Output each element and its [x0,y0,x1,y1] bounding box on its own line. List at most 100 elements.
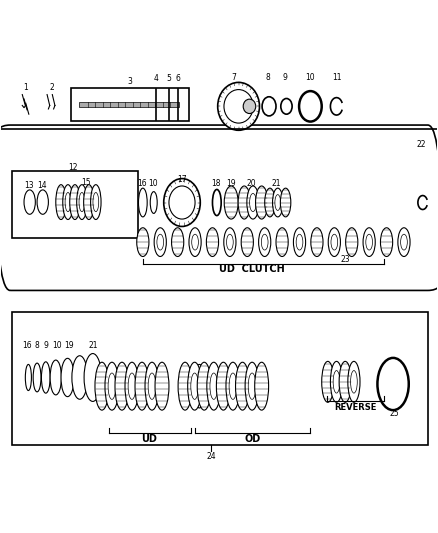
Ellipse shape [197,362,211,410]
Ellipse shape [192,234,198,250]
Text: 14: 14 [38,181,47,190]
Text: 11: 11 [332,72,341,82]
Text: 24: 24 [206,452,216,461]
Ellipse shape [275,195,281,211]
Ellipse shape [238,186,251,219]
Ellipse shape [125,362,139,410]
Ellipse shape [229,373,237,399]
Ellipse shape [299,91,322,122]
Text: 3: 3 [127,77,132,86]
Text: 23: 23 [340,255,350,264]
Ellipse shape [245,362,259,410]
Ellipse shape [226,362,240,410]
Ellipse shape [169,186,195,219]
Ellipse shape [311,228,323,256]
Ellipse shape [216,362,230,410]
Ellipse shape [145,362,159,410]
Text: REVERSE: REVERSE [335,402,377,411]
Ellipse shape [381,228,392,256]
Text: 13: 13 [25,181,34,190]
Ellipse shape [84,184,94,220]
Ellipse shape [77,184,87,220]
Ellipse shape [33,363,41,392]
Ellipse shape [276,228,288,256]
Ellipse shape [348,361,360,402]
Ellipse shape [128,373,136,399]
Text: 16: 16 [22,341,32,350]
Ellipse shape [250,193,256,212]
Text: 19: 19 [226,179,236,188]
Text: 9: 9 [283,72,288,82]
Ellipse shape [350,370,357,393]
Ellipse shape [24,190,35,214]
Ellipse shape [138,188,147,217]
Text: UD: UD [141,434,157,445]
Ellipse shape [218,83,259,130]
Text: 10: 10 [148,179,158,188]
Ellipse shape [42,362,50,393]
Text: 22: 22 [417,140,426,149]
Text: 16: 16 [137,179,146,188]
Ellipse shape [70,184,80,220]
Ellipse shape [115,362,129,410]
Text: 25: 25 [389,409,399,418]
Ellipse shape [187,362,201,410]
Text: 8: 8 [266,72,271,82]
Ellipse shape [241,228,253,256]
Ellipse shape [322,361,334,402]
Text: UD  CLUTCH: UD CLUTCH [219,264,285,274]
Ellipse shape [37,190,48,214]
Text: 12: 12 [68,163,78,172]
Text: 17: 17 [177,175,187,184]
Text: 15: 15 [81,177,91,187]
Text: 9: 9 [44,341,49,350]
Ellipse shape [207,362,221,410]
Ellipse shape [84,353,102,401]
Text: 19: 19 [64,341,74,350]
Ellipse shape [333,370,340,393]
Ellipse shape [265,188,275,217]
Ellipse shape [172,228,184,256]
Ellipse shape [191,373,198,399]
Ellipse shape [243,99,256,114]
Ellipse shape [398,228,410,256]
Ellipse shape [93,192,99,212]
Ellipse shape [193,365,205,408]
Ellipse shape [258,228,271,256]
Ellipse shape [178,362,192,410]
Ellipse shape [255,186,268,219]
Text: 6: 6 [175,74,180,83]
Ellipse shape [148,373,156,399]
Ellipse shape [135,362,149,410]
Ellipse shape [212,189,221,215]
Ellipse shape [226,234,233,250]
Ellipse shape [330,361,343,402]
Text: 5: 5 [166,74,171,83]
Text: 8: 8 [35,341,39,350]
Ellipse shape [281,99,292,114]
Ellipse shape [189,228,201,256]
Text: 4: 4 [153,74,158,83]
Ellipse shape [339,361,351,402]
Ellipse shape [25,365,32,391]
Ellipse shape [401,234,407,250]
Ellipse shape [65,192,71,212]
Ellipse shape [378,358,409,410]
Ellipse shape [105,362,119,410]
Ellipse shape [108,373,116,399]
Ellipse shape [254,362,268,410]
Text: 20: 20 [247,179,257,188]
Text: OD: OD [244,434,261,445]
Ellipse shape [272,188,283,217]
Bar [79,102,179,107]
Ellipse shape [61,358,74,397]
Bar [12,312,428,445]
Ellipse shape [224,186,238,219]
Ellipse shape [63,184,73,220]
Text: 21: 21 [89,341,99,350]
Ellipse shape [210,373,218,399]
Ellipse shape [154,228,166,256]
Ellipse shape [164,179,200,227]
Ellipse shape [247,186,259,219]
Ellipse shape [72,356,88,399]
